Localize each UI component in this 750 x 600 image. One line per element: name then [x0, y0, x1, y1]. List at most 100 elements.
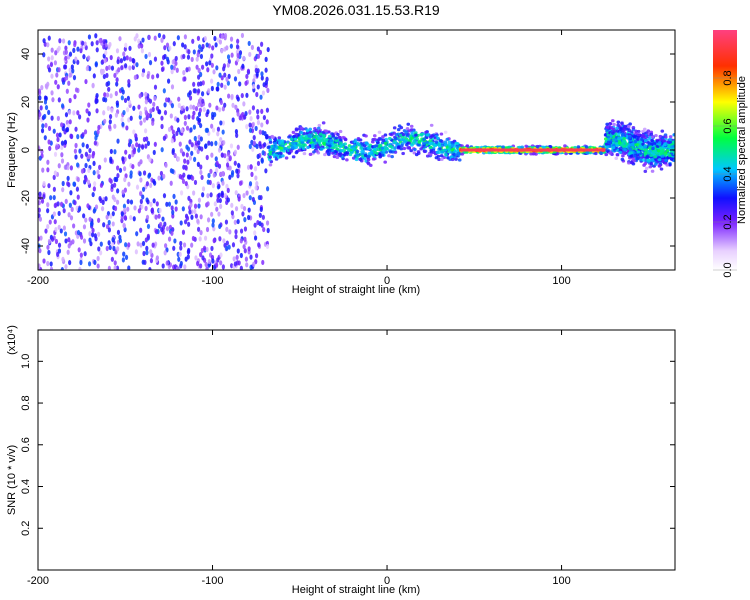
spectrogram-cell [605, 122, 609, 126]
spectrogram-cell [42, 52, 46, 58]
spectrogram-cell [98, 38, 102, 44]
spectrogram-cell [124, 242, 128, 248]
spectrogram-cell [272, 145, 276, 149]
spectrogram-cell [125, 107, 130, 113]
spectrogram-cell [206, 193, 210, 199]
spectrogram-cell [189, 104, 193, 110]
spectrogram-cell [67, 109, 72, 115]
spectrogram-cell [201, 186, 206, 192]
spectrogram-cell [116, 188, 120, 194]
spectrogram-cell [127, 181, 131, 187]
spectrogram-cell [194, 255, 198, 261]
spectrogram-cell [229, 43, 233, 49]
spectrogram-cell [79, 48, 83, 54]
spectrogram-cell [331, 151, 335, 155]
spectrogram-cell [335, 147, 339, 151]
spectrogram-cell [96, 263, 100, 269]
snr-y-axis-label: SNR (10 * v/v) [6, 445, 18, 515]
spectrogram-cell [99, 182, 104, 188]
spectrogram-cell [636, 150, 641, 154]
spectrogram-cell [124, 149, 128, 155]
spectrogram-cell [317, 141, 322, 145]
spectrogram-cell [190, 142, 194, 148]
spectrogram-cell [76, 110, 80, 116]
spectrogram-cell [299, 126, 304, 130]
spectrogram-cell [327, 142, 332, 146]
spectrogram-cell [44, 104, 49, 111]
spectrogram-cell [207, 172, 211, 179]
spectrogram-cell [91, 227, 95, 233]
spectrogram-cell [79, 259, 83, 266]
spectrogram-cell [233, 160, 237, 166]
spectrogram-cell [176, 117, 180, 123]
spectrogram-cell [200, 174, 204, 181]
spectrogram-cell [139, 120, 143, 126]
spectrogram-cell [149, 249, 153, 255]
spectrogram-cell [236, 144, 240, 150]
spectrogram-cell [192, 190, 196, 196]
spectrogram-cell [170, 230, 174, 236]
spectrogram-cell [107, 219, 111, 226]
spectrogram-cell [118, 36, 122, 42]
spectrogram-cell [250, 44, 254, 51]
spectrogram-cell [221, 264, 225, 270]
spectrogram-cell [211, 258, 215, 264]
spectrogram-cell [225, 76, 229, 82]
spectrogram-cell [149, 182, 153, 188]
spectrogram-cell [237, 162, 241, 169]
spectrogram-cell [265, 76, 269, 82]
spectrogram-cell [192, 49, 196, 55]
spectrogram-cell [242, 101, 246, 107]
spectrogram-cell [168, 224, 173, 230]
spectrogram-cell [116, 138, 120, 144]
spectrogram-cell [121, 257, 125, 263]
spectrogram-cell [206, 217, 211, 223]
spectrogram-cell [170, 64, 174, 70]
spectrogram-cell [198, 236, 202, 242]
spectrogram-cell [121, 189, 125, 195]
spectrogram-cell [563, 144, 567, 148]
spectrogram-cell [174, 60, 178, 66]
spectrogram-cell [268, 138, 272, 142]
spectrogram-cell [155, 73, 160, 79]
spectrogram-cell [128, 99, 132, 105]
spectrogram-cell [68, 119, 72, 125]
spectrogram-cell [41, 167, 45, 173]
spectrogram-cell [73, 148, 78, 154]
spectrogram-cell [393, 146, 397, 150]
spectrogram-cell [182, 242, 187, 248]
spectrogram-cell [167, 78, 171, 84]
spectrogram-cell [68, 51, 73, 57]
spectrogram-cell [191, 235, 196, 242]
spectrogram-cell [65, 75, 69, 81]
spectrogram-cell [417, 140, 422, 144]
spectrogram-cell [52, 194, 56, 201]
spectrogram-cell [225, 183, 229, 189]
spectrogram-cell [114, 90, 118, 97]
spectrogram-cell [59, 228, 63, 234]
spectrogram-cell [232, 256, 236, 262]
spectrogram-cell [248, 181, 253, 187]
spectrogram-cell [64, 112, 69, 118]
spectrogram-cell [63, 164, 67, 170]
spectrogram-cell [137, 143, 141, 149]
spectrogram-cell [440, 157, 444, 161]
spectrogram-cell [243, 236, 247, 242]
spectrogram-cell [167, 126, 172, 133]
spectrogram-cell [218, 107, 222, 113]
spectrogram-cell [367, 152, 372, 156]
spectrogram-cell [116, 172, 120, 179]
spectrogram-cell [256, 120, 261, 126]
spectrogram-cell [208, 102, 212, 108]
spectrogram-cell [229, 36, 234, 42]
spectrogram-cell [222, 139, 226, 146]
spectrogram-cell [75, 186, 80, 192]
spectrogram-cell [392, 126, 397, 130]
spectrogram-cell [338, 129, 343, 134]
spectrogram-cell [651, 150, 656, 154]
spectrogram-cell [99, 241, 103, 247]
spectrogram-cell [183, 264, 187, 270]
spectrogram-cell [71, 239, 75, 245]
spectrogram-cell [85, 108, 89, 114]
spectrogram-cell [241, 211, 245, 217]
